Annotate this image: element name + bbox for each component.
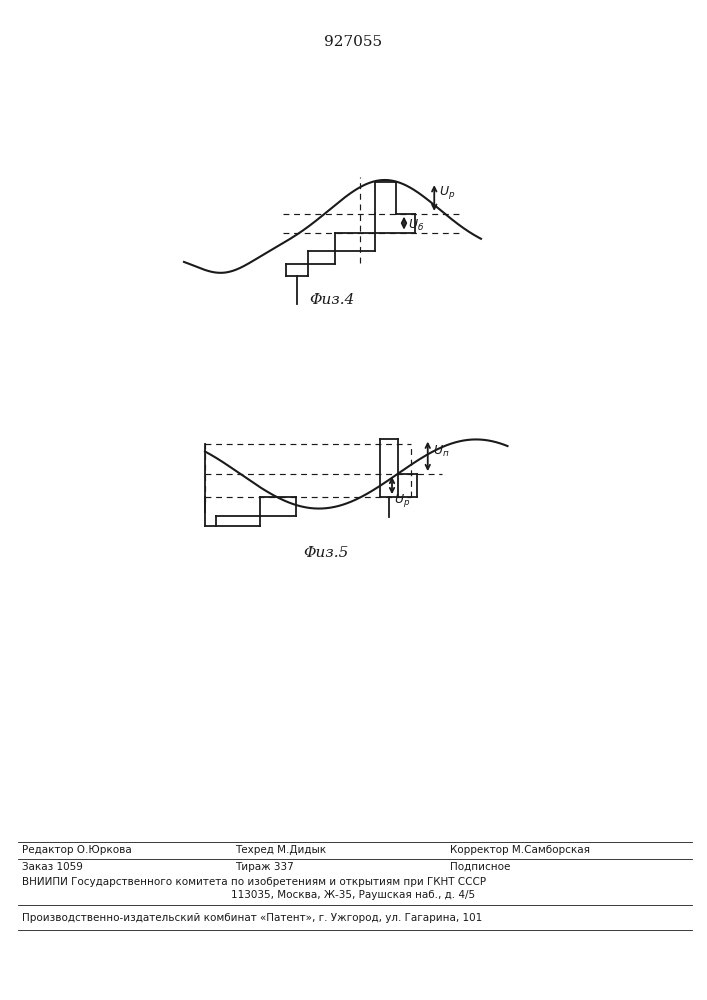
Text: Подписное: Подписное [450,862,510,872]
Text: Φиз.4: Φиз.4 [310,293,355,307]
Text: $U_р$: $U_р$ [439,184,455,202]
Text: $U_б$: $U_б$ [408,218,424,233]
Text: Редактор О.Юркова: Редактор О.Юркова [22,845,132,855]
Text: $U_р$: $U_р$ [394,492,410,509]
Text: Φиз.5: Φиз.5 [303,546,349,560]
Text: Тираж 337: Тираж 337 [235,862,293,872]
Text: Корректор М.Самборская: Корректор М.Самборская [450,845,590,855]
Text: Производственно-издательский комбинат «Патент», г. Ужгород, ул. Гагарина, 101: Производственно-издательский комбинат «П… [22,913,482,923]
Text: 927055: 927055 [324,35,382,49]
Text: ВНИИПИ Государственного комитета по изобретениям и открытиям при ГКНТ СССР: ВНИИПИ Государственного комитета по изоб… [22,877,486,887]
Text: 113035, Москва, Ж-35, Раушская наб., д. 4/5: 113035, Москва, Ж-35, Раушская наб., д. … [231,890,475,900]
Text: Техред М.Дидык: Техред М.Дидык [235,845,326,855]
Text: Заказ 1059: Заказ 1059 [22,862,83,872]
Text: $U_п$: $U_п$ [433,444,449,459]
